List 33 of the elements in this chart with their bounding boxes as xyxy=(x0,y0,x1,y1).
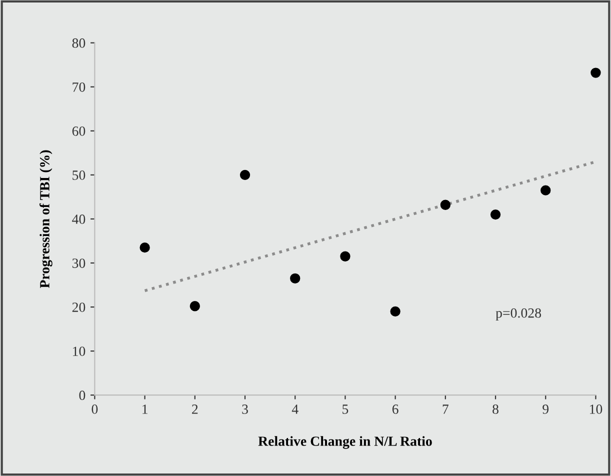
y-tick-label: 10 xyxy=(73,346,86,356)
point xyxy=(290,273,300,284)
point xyxy=(490,209,501,220)
point xyxy=(440,200,451,210)
y-tick-label: 50 xyxy=(72,170,86,180)
annotation: p=0.028 xyxy=(496,308,542,321)
y-tick-label: 40 xyxy=(72,214,86,224)
point xyxy=(590,68,601,78)
x-tick-label: 9 xyxy=(542,404,549,414)
point xyxy=(190,301,200,312)
x-tick-label: 5 xyxy=(342,404,348,414)
y-tick-label: 30 xyxy=(72,258,86,268)
x-axis-title: Relative Change in N/L Ratio xyxy=(258,436,432,449)
y-tick-label: 70 xyxy=(72,82,86,92)
x-tick-label: 3 xyxy=(242,404,248,414)
y-axis-title: Progression of TBI (%) xyxy=(40,150,52,288)
y-tick-label: 80 xyxy=(72,38,86,48)
point xyxy=(390,306,400,317)
point xyxy=(140,242,150,253)
x-tick-label: 4 xyxy=(292,404,298,414)
y-tick-label: 0 xyxy=(79,390,86,400)
x-tick-label: 0 xyxy=(92,404,98,414)
x-tick-label: 2 xyxy=(192,404,198,414)
point xyxy=(340,251,350,262)
x-tick-label: 8 xyxy=(492,404,498,414)
point xyxy=(240,170,250,180)
x-tick-label: 10 xyxy=(590,404,602,414)
x-tick-label: 6 xyxy=(392,404,398,414)
x-tick-label: 1 xyxy=(142,404,148,414)
point xyxy=(540,185,551,196)
x-tick-label: 7 xyxy=(442,404,448,414)
y-tick-label: 60 xyxy=(72,126,86,136)
y-tick-label: 20 xyxy=(72,302,86,312)
